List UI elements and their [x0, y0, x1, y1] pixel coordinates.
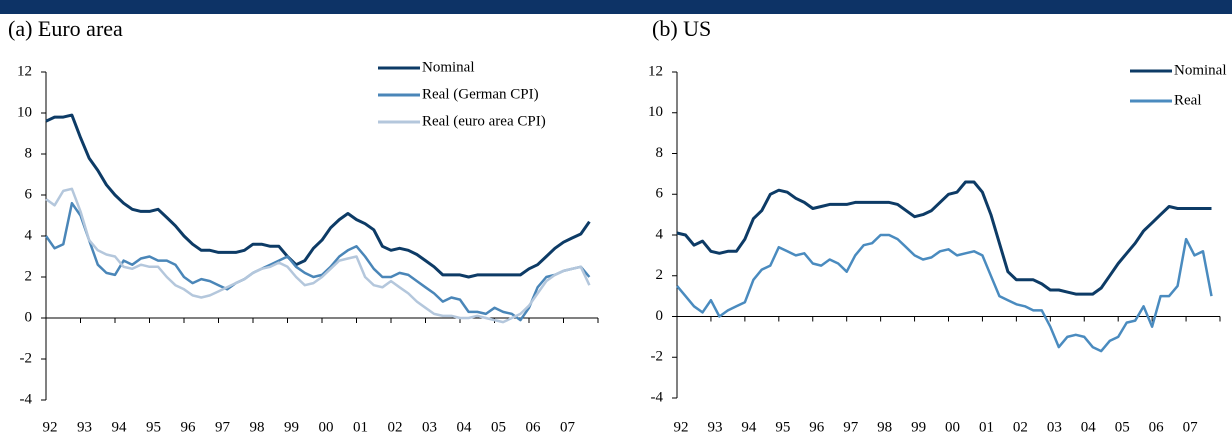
y-tick-label: 12 — [648, 63, 663, 79]
x-tick-label: 98 — [250, 419, 265, 434]
x-tick-label: 06 — [526, 419, 542, 434]
header-bar — [0, 0, 1232, 14]
y-tick-label: 6 — [25, 186, 33, 202]
series-line — [45, 187, 591, 324]
legend-label: Nominal — [422, 59, 475, 75]
y-tick-label: -4 — [651, 389, 664, 405]
y-tick-label: -2 — [20, 350, 33, 366]
x-tick-label: 95 — [146, 419, 161, 434]
x-tick-label: 97 — [215, 419, 231, 434]
x-tick-label: 00 — [319, 419, 334, 434]
y-tick-label: 8 — [25, 145, 33, 161]
x-tick-label: 03 — [1047, 419, 1062, 434]
x-tick-label: 93 — [77, 419, 92, 434]
y-tick-label: 6 — [656, 186, 664, 202]
x-tick-label: 04 — [1081, 419, 1097, 434]
y-tick-label: 4 — [656, 226, 664, 242]
y-tick-label: 0 — [656, 308, 664, 324]
legend-label: Real (German CPI) — [422, 86, 539, 102]
x-tick-label: 07 — [560, 419, 576, 434]
x-tick-label: 97 — [843, 419, 859, 434]
legend-label: Nominal — [1174, 62, 1227, 78]
x-tick-label: 92 — [43, 419, 58, 434]
x-tick-label: 06 — [1149, 419, 1165, 434]
x-tick-label: 03 — [422, 419, 437, 434]
y-tick-label: 10 — [17, 104, 32, 120]
x-tick-label: 93 — [707, 419, 722, 434]
series-line — [44, 201, 591, 322]
y-tick-label: 10 — [648, 104, 663, 120]
x-tick-label: 99 — [911, 419, 926, 434]
x-tick-label: 07 — [1183, 419, 1199, 434]
x-tick-label: 94 — [741, 419, 757, 434]
x-tick-label: 98 — [877, 419, 892, 434]
x-tick-label: 92 — [674, 419, 689, 434]
series-line — [45, 113, 591, 279]
y-tick-label: 0 — [25, 309, 33, 325]
legend-label: Real — [1174, 92, 1202, 108]
panel-title: (a) Euro area — [8, 16, 123, 41]
x-tick-label: 01 — [979, 419, 994, 434]
y-tick-label: -4 — [20, 391, 33, 407]
y-tick-label: 12 — [17, 63, 32, 79]
legend-label: Real (euro area CPI) — [422, 113, 546, 129]
y-tick-label: -2 — [651, 349, 664, 365]
x-tick-label: 04 — [457, 419, 473, 434]
x-tick-label: 96 — [809, 419, 825, 434]
panel-title: (b) US — [652, 16, 711, 41]
y-tick-label: 2 — [656, 267, 664, 283]
series-line — [676, 180, 1212, 296]
x-tick-label: 96 — [181, 419, 197, 434]
x-tick-label: 02 — [1013, 419, 1028, 434]
x-tick-label: 99 — [284, 419, 299, 434]
y-tick-label: 2 — [25, 268, 33, 284]
y-tick-label: 4 — [25, 227, 33, 243]
y-tick-label: 8 — [656, 145, 664, 161]
x-tick-label: 05 — [491, 419, 506, 434]
x-tick-label: 05 — [1115, 419, 1130, 434]
x-tick-label: 00 — [945, 419, 960, 434]
x-tick-label: 95 — [775, 419, 790, 434]
x-tick-label: 94 — [112, 419, 128, 434]
x-tick-label: 01 — [353, 419, 368, 434]
series-line — [676, 233, 1213, 353]
x-tick-label: 02 — [388, 419, 403, 434]
